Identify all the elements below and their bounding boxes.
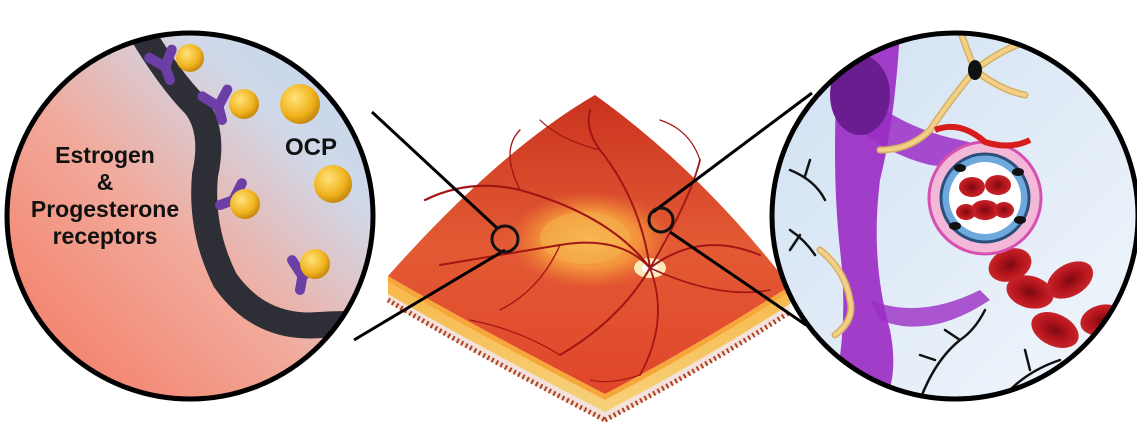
receptors-label-line3: Progesterone (30, 196, 180, 223)
ocp-label: OCP (285, 134, 338, 161)
capillary-cross-section (927, 124, 1043, 256)
zoom-marker-right (647, 206, 675, 234)
zoom-connector-lines (353, 91, 813, 342)
receptors-label-line2: & (96, 169, 114, 196)
receptor-group (144, 44, 330, 295)
receptors-label: Estrogen & Progesterone receptors (20, 142, 190, 251)
receptors-label-line4: receptors (52, 223, 158, 250)
left-zoom-circle (4, 30, 376, 402)
zoom-marker-left (490, 224, 520, 254)
right-zoom-circle (769, 30, 1137, 402)
retina-tissue-block (386, 95, 792, 423)
receptors-label-line1: Estrogen (55, 142, 155, 168)
